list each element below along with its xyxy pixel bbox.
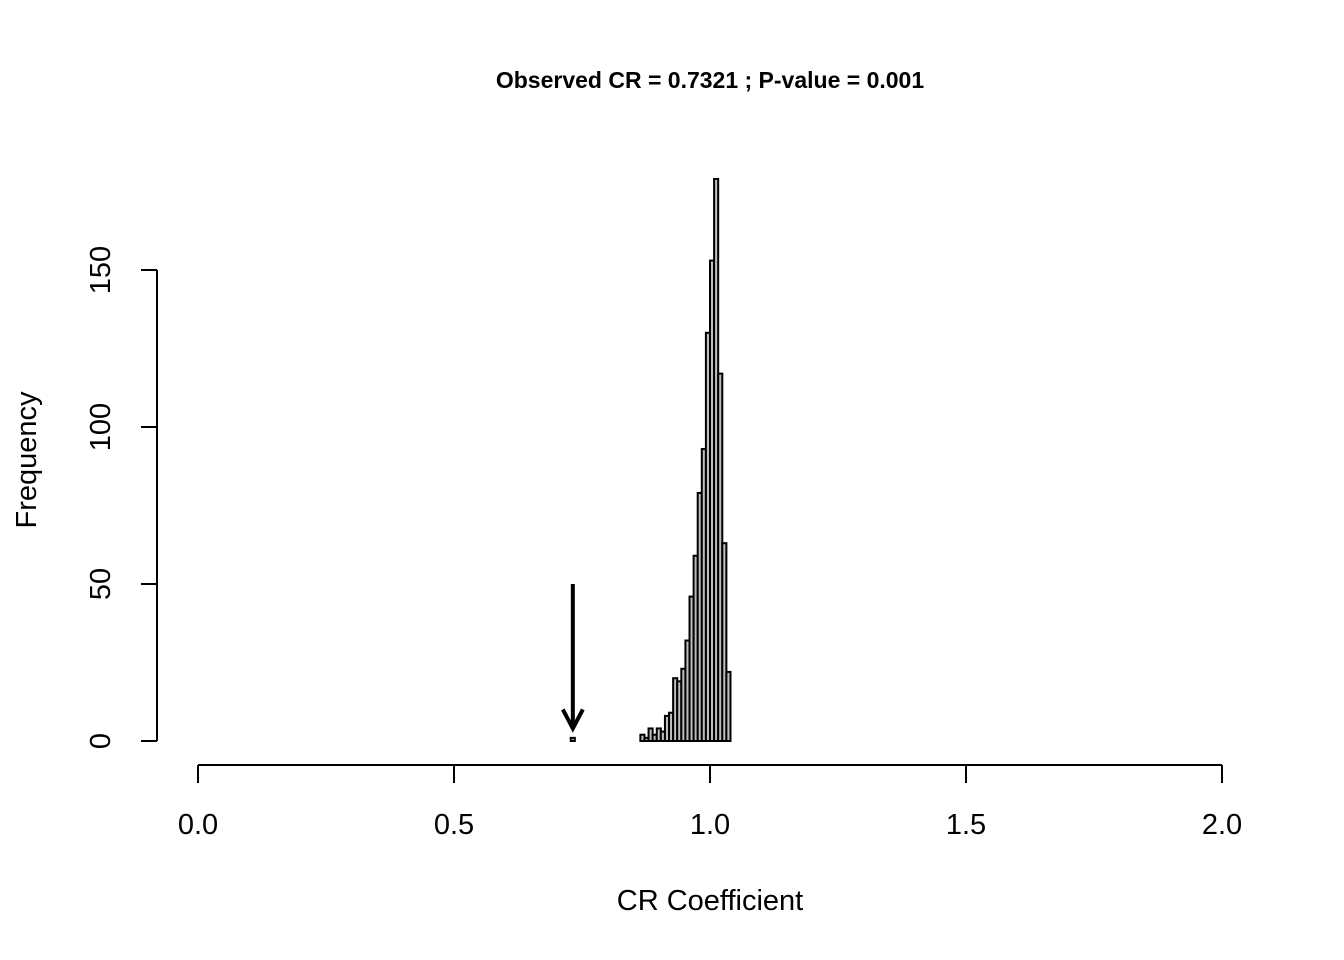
y-axis-label: Frequency <box>11 391 43 529</box>
y-axis: 0 50 100 150 <box>85 246 158 749</box>
x-tick-label: 1.0 <box>690 809 730 841</box>
x-tick-label: 0.5 <box>434 809 474 841</box>
x-axis: 0.0 0.5 1.0 1.5 2.0 <box>178 764 1242 841</box>
histogram-bar <box>721 542 728 742</box>
histogram-bars <box>569 177 732 743</box>
x-axis-label: CR Coefficient <box>617 885 803 917</box>
histogram-bar <box>569 736 576 742</box>
y-tick-label: 150 <box>85 246 117 294</box>
y-tick-label: 50 <box>85 568 117 600</box>
histogram-bar <box>725 670 732 742</box>
x-tick-label: 2.0 <box>1202 809 1242 841</box>
y-tick-label: 100 <box>85 403 117 451</box>
observed-value-arrow <box>561 584 585 733</box>
chart-title: Observed CR = 0.7321 ; P-value = 0.001 <box>496 67 925 93</box>
x-tick-label: 1.5 <box>946 809 986 841</box>
x-tick-label: 0.0 <box>178 809 218 841</box>
arrow-head <box>561 708 585 733</box>
y-tick-label: 0 <box>85 733 117 749</box>
